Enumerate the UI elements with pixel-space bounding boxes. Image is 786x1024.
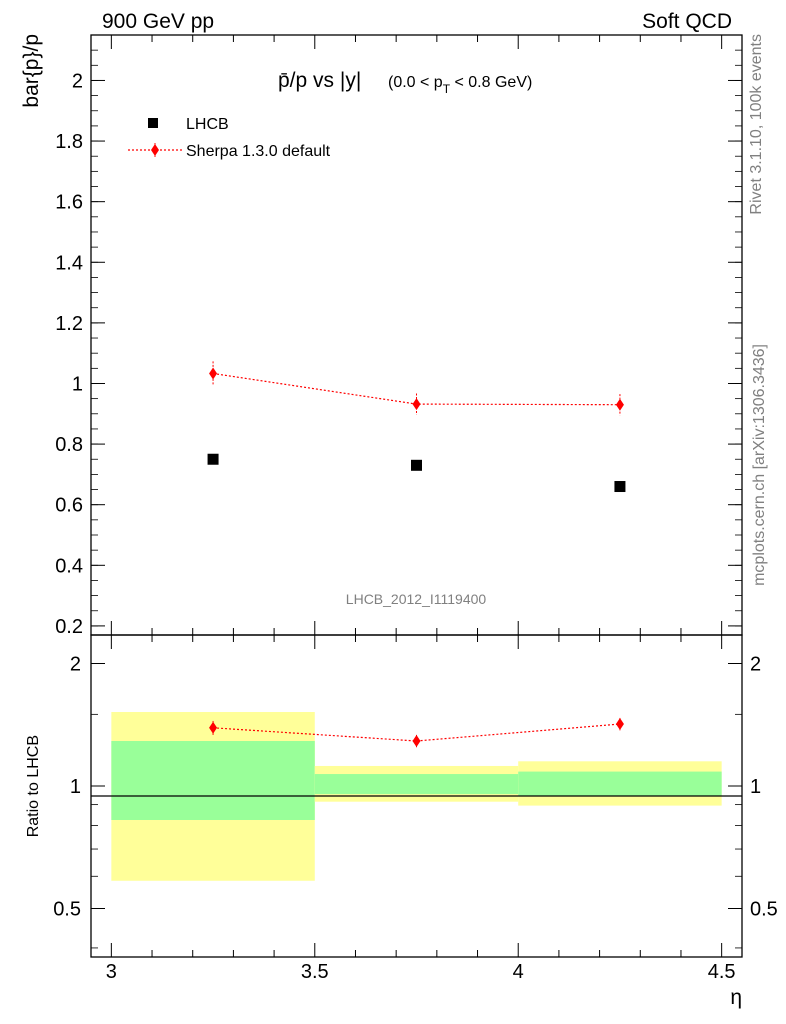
ratio-sherpa-point: [615, 718, 624, 731]
ratio-band-inner: [518, 771, 722, 796]
main-ytick-label: 0.4: [55, 555, 83, 577]
analysis-watermark: LHCB_2012_I1119400: [346, 591, 487, 607]
ratio-sherpa-point: [412, 734, 421, 747]
main-data-marks: [207, 361, 626, 493]
legend-lhcb-label: LHCB: [186, 116, 229, 133]
ratio-ytick-label-left: 2: [70, 654, 81, 676]
legend: LHCB Sherpa 1.3.0 default: [128, 116, 331, 160]
main-y-axis-label: bar{p}/p: [20, 34, 43, 108]
main-ytick-label: 1.8: [55, 131, 83, 153]
main-ytick-label: 1.4: [55, 252, 83, 274]
legend-sherpa-marker: [151, 144, 159, 156]
main-ytick-label: 1.2: [55, 313, 83, 335]
ratio-data-marks: [209, 717, 624, 748]
legend-lhcb-marker: [148, 118, 158, 128]
sherpa-data-point: [209, 367, 218, 380]
ratio-ytick-label-right: 0.5: [750, 898, 778, 920]
ratio-band-inner: [111, 740, 315, 820]
ratio-y-axis-label: Ratio to LHCB: [25, 735, 42, 837]
ratio-ytick-label-left: 0.5: [53, 898, 81, 920]
x-tick-label: 4: [513, 961, 524, 983]
ratio-ytick-label-right: 2: [750, 654, 761, 676]
main-ytick-label: 2: [72, 70, 83, 92]
x-tick-label: 4.5: [708, 961, 736, 983]
x-tick-label: 3: [106, 961, 117, 983]
mcplots-reference-label: mcplots.cern.ch [arXiv:1306.3436]: [751, 344, 768, 586]
ratio-sherpa-point: [209, 721, 218, 734]
main-panel: bar{p}/p p̄/p vs |y| (0.0 < pT < 0.8 GeV…: [20, 34, 743, 638]
main-ytick-label: 0.8: [55, 434, 83, 456]
ratio-axis-ticks: 0.5 0.5 1 1 2 2 3 3.5 4 4.5: [53, 635, 778, 983]
header-right-label: Soft QCD: [642, 10, 732, 33]
main-y-ticks: 0.2 0.4 0.6 0.8 1 1.2 1.4 1.6 1.8 2: [55, 35, 742, 638]
main-ytick-label: 0.2: [55, 616, 83, 638]
lhcb-data-point: [207, 453, 219, 465]
x-axis-label: η: [730, 986, 742, 1009]
x-tick-label: 3.5: [301, 961, 329, 983]
main-ytick-label: 1.6: [55, 192, 83, 214]
legend-sherpa-label: Sherpa 1.3.0 default: [186, 143, 331, 160]
ratio-ytick-label-left: 1: [70, 776, 81, 798]
ratio-band-inner: [314, 774, 519, 795]
lhcb-data-point: [411, 459, 422, 471]
ratio-frame: [90, 634, 743, 958]
ratio-panel: 0.5 0.5 1 1 2 2 3 3.5 4 4.5 Ratio to LHCB η: [25, 634, 778, 1009]
sherpa-data-point: [615, 398, 624, 411]
main-title: p̄/p vs |y|: [278, 69, 361, 92]
ratio-ytick-label-right: 1: [750, 776, 761, 798]
sherpa-data-point: [412, 398, 421, 411]
main-title-sub: (0.0 < pT < 0.8 GeV): [388, 74, 532, 96]
main-ytick-label: 1: [72, 373, 83, 395]
main-ytick-label: 0.6: [55, 495, 83, 517]
header-left-label: 900 GeV pp: [102, 10, 214, 33]
lhcb-data-point: [614, 481, 626, 493]
rivet-version-label: Rivet 3.1.10, 100k events: [748, 34, 765, 215]
